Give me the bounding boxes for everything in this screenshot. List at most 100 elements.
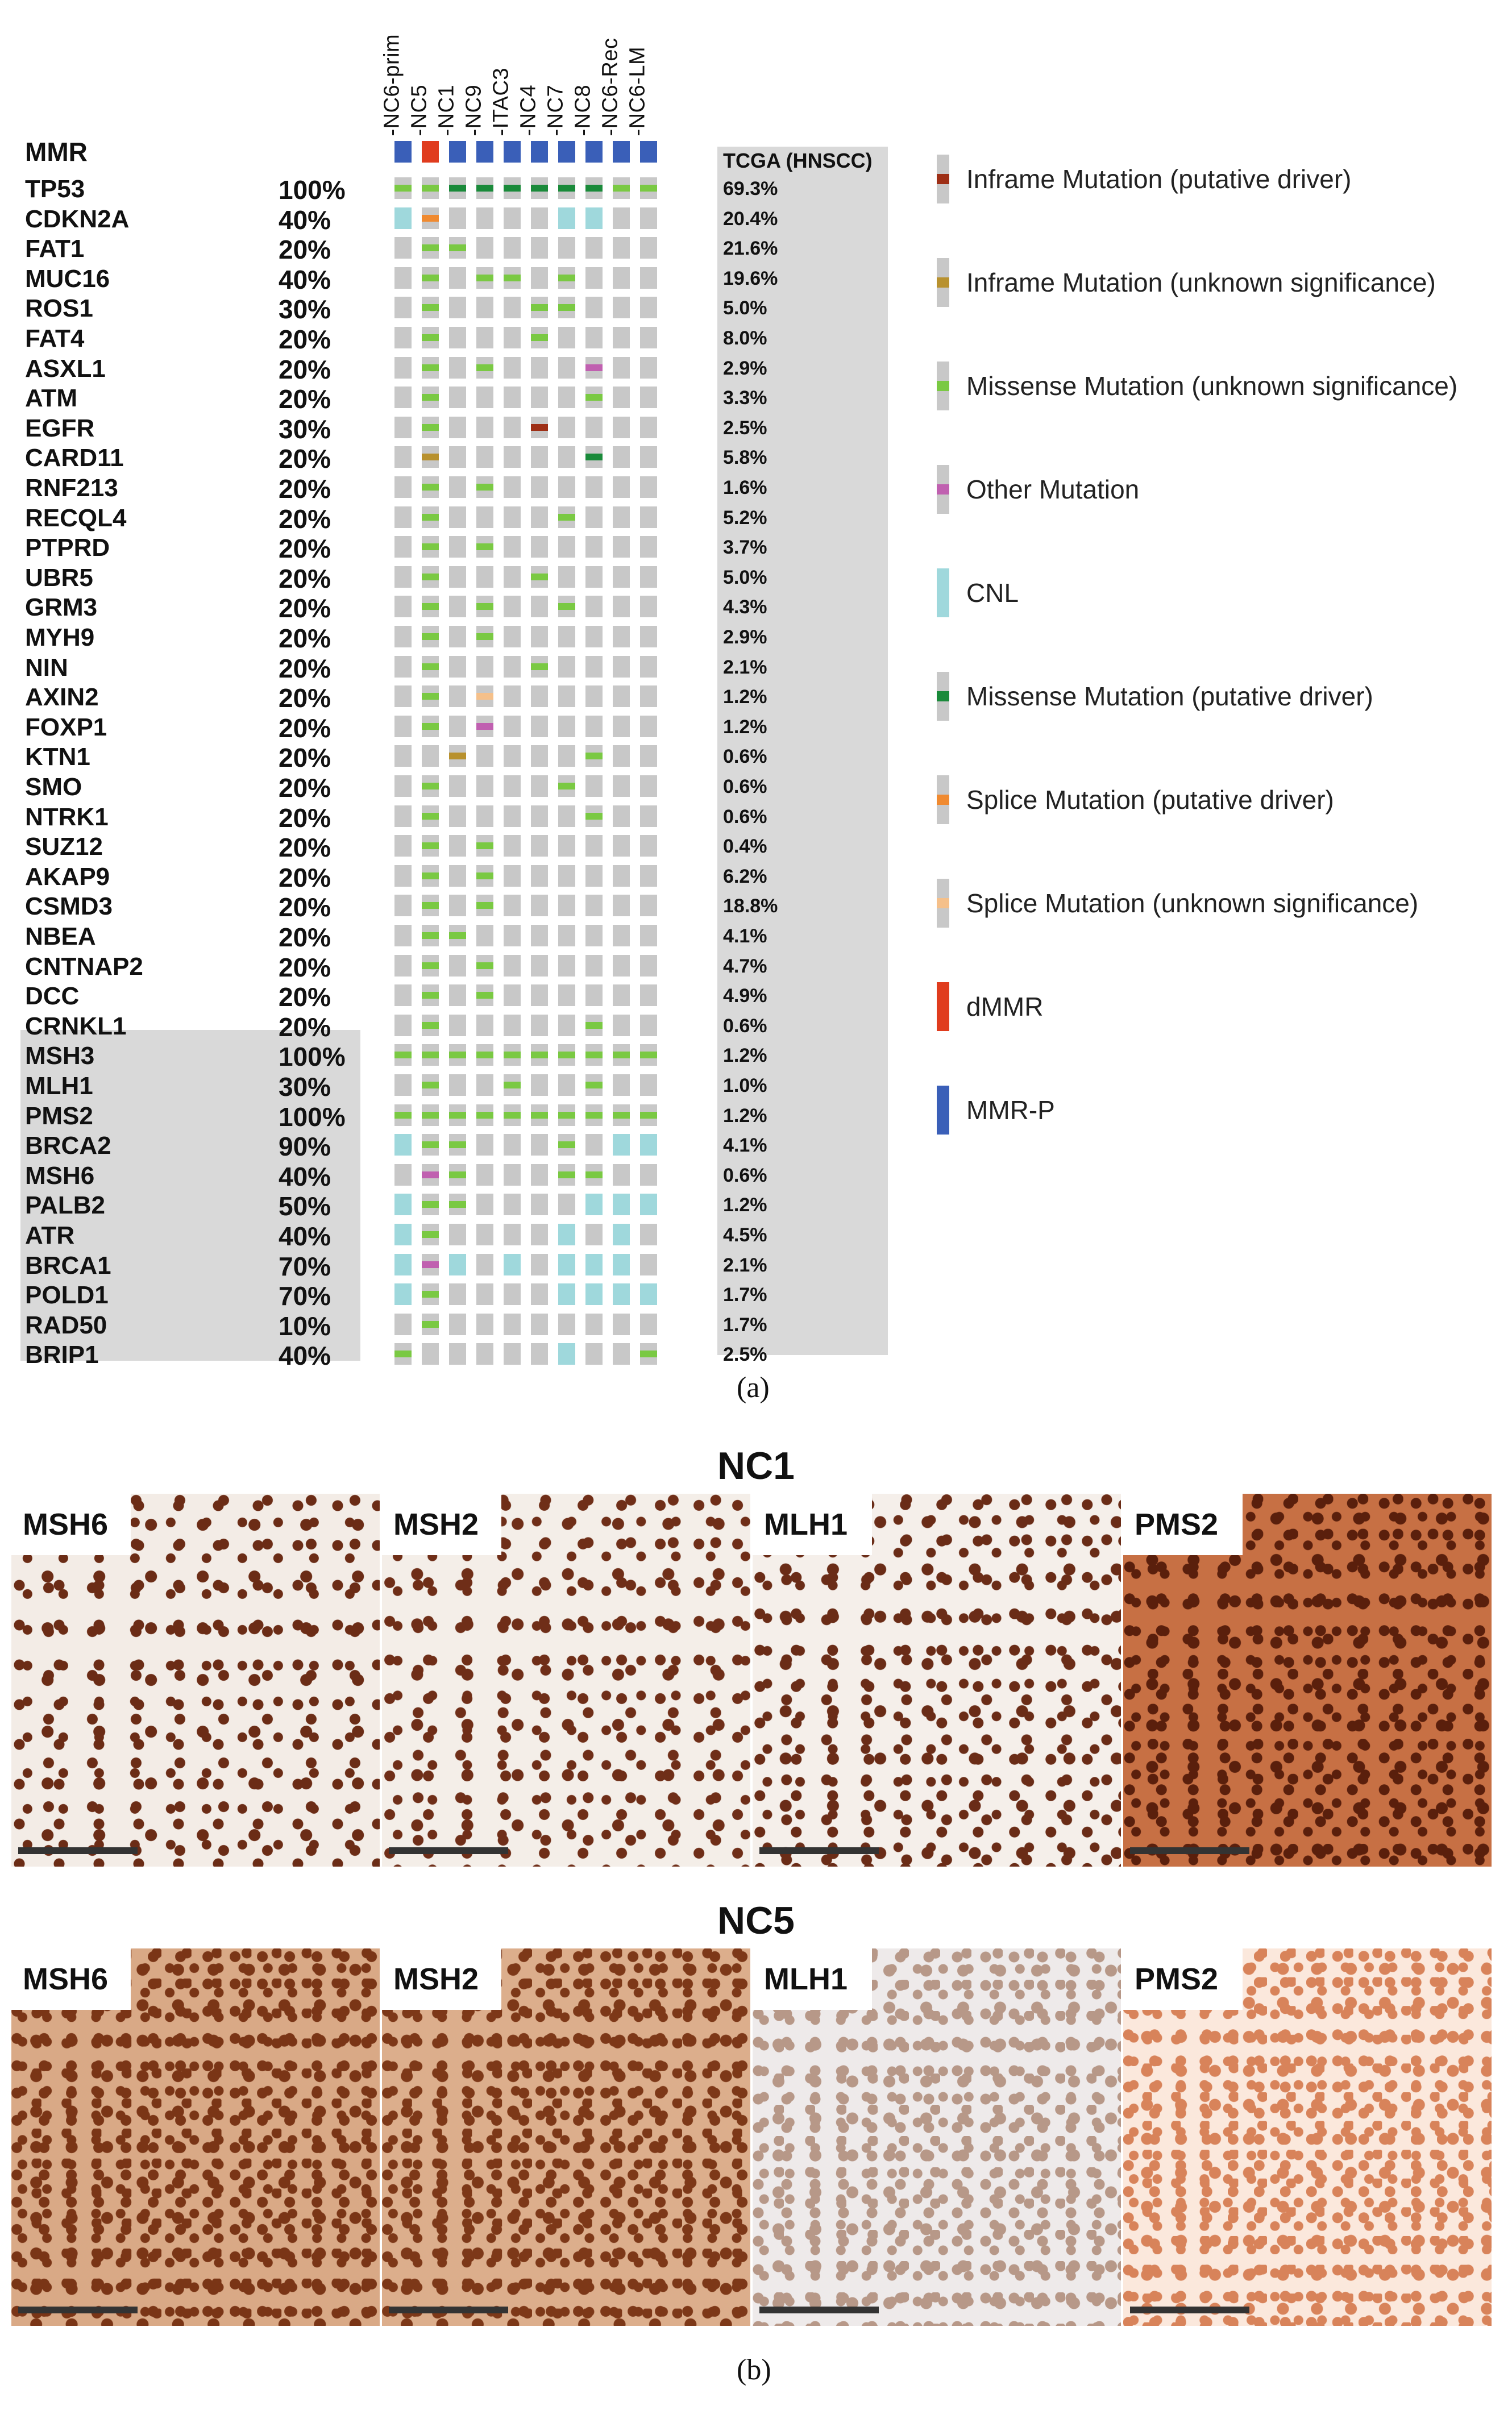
tcga-frequency: 21.6% (723, 238, 778, 260)
oncoprint-cell (613, 506, 630, 528)
oncoprint-cell (504, 267, 521, 289)
tcga-header: TCGA (HNSCC) (723, 149, 873, 172)
tcga-frequency: 1.7% (723, 1284, 767, 1306)
frequency-label: 20% (279, 563, 331, 593)
gene-label: AXIN2 (25, 683, 99, 712)
sample-label: -NC6-prim (380, 34, 404, 136)
oncoprint-cell (504, 327, 521, 348)
mutation-mark (585, 454, 603, 461)
mutation-mark (476, 693, 493, 700)
legend-swatch (937, 465, 949, 514)
mutation-mark (531, 304, 548, 311)
oncoprint-cell (422, 685, 439, 708)
oncoprint-cell (476, 327, 493, 348)
oncoprint-cell (585, 835, 603, 857)
oncoprint-cell (504, 925, 521, 946)
legend-label: CNL (966, 578, 1019, 608)
mutation-mark (449, 244, 466, 252)
oncoprint-cell (531, 237, 548, 259)
oncoprint-cell (585, 865, 603, 887)
oncoprint-cell (640, 1283, 657, 1306)
gene-label: NIN (25, 653, 68, 682)
sample-label: -NC5 (407, 84, 431, 136)
frequency-label: 20% (279, 384, 331, 414)
oncoprint-cell (585, 1104, 603, 1126)
oncoprint-cell (422, 1253, 439, 1275)
mutation-mark (585, 1111, 603, 1119)
oncoprint-cell (394, 895, 412, 917)
oncoprint-cell (394, 715, 412, 737)
oncoprint-cell (613, 626, 630, 647)
mutation-mark (585, 364, 603, 371)
tcga-frequency: 0.6% (723, 1164, 767, 1186)
sample-label: -ITAC3 (489, 67, 513, 136)
oncoprint-cell (476, 596, 493, 618)
oncoprint-cell (394, 925, 412, 946)
oncoprint-cell (504, 745, 521, 767)
tcga-frequency: 1.2% (723, 1194, 767, 1216)
tcga-frequency: 1.2% (723, 686, 767, 708)
frequency-label: 100% (279, 175, 346, 205)
frequency-label: 20% (279, 534, 331, 564)
oncoprint-cell (640, 925, 657, 946)
oncoprint-cell (613, 1313, 630, 1335)
oncoprint-cell (585, 327, 603, 348)
mutation-mark (558, 1052, 575, 1059)
mutation-mark (558, 185, 575, 192)
tcga-frequency: 0.4% (723, 836, 767, 858)
mutation-mark (422, 1141, 439, 1149)
oncoprint-cell (613, 446, 630, 468)
oncoprint-cell (394, 984, 412, 1007)
oncoprint-cell (531, 297, 548, 319)
frequency-label: 20% (279, 952, 331, 982)
oncoprint-cell (531, 685, 548, 708)
mutation-mark (394, 1111, 412, 1119)
frequency-label: 70% (279, 1251, 331, 1281)
oncoprint-cell (504, 1104, 521, 1126)
mutation-mark (476, 902, 493, 909)
oncoprint-cell (394, 506, 412, 528)
mmr-cell-mmrp (531, 141, 548, 163)
oncoprint-cell (558, 1194, 575, 1216)
oncoprint-cell (531, 835, 548, 857)
sample-label: -NC7 (543, 84, 568, 136)
mutation-mark (422, 1231, 439, 1238)
oncoprint-cell (640, 476, 657, 498)
oncoprint-cell (449, 1224, 466, 1245)
oncoprint-cell (531, 1134, 548, 1156)
mutation-mark (422, 1320, 439, 1328)
gene-label: SMO (25, 773, 82, 801)
oncoprint-cell (558, 207, 575, 229)
oncoprint-cell (504, 805, 521, 827)
mutation-mark (558, 304, 575, 311)
mutation-mark (422, 454, 439, 461)
oncoprint-cell (640, 626, 657, 647)
frequency-label: 30% (279, 414, 331, 444)
caption-a: (a) (737, 1372, 770, 1404)
oncoprint-cell (531, 1224, 548, 1245)
gene-label: ATR (25, 1221, 75, 1249)
mutation-mark (422, 185, 439, 192)
mutation-mark (558, 274, 575, 281)
oncoprint-cell (422, 1313, 439, 1335)
oncoprint-cell (640, 1164, 657, 1186)
frequency-label: 20% (279, 354, 331, 384)
oncoprint-cell (449, 1014, 466, 1036)
tcga-frequency: 20.4% (723, 207, 778, 230)
oncoprint-cell (585, 267, 603, 289)
mutation-mark (449, 1171, 466, 1178)
mutation-mark (422, 663, 439, 670)
tcga-frequency: 1.0% (723, 1075, 767, 1096)
mutation-mark (422, 1201, 439, 1208)
oncoprint-cell (640, 387, 657, 409)
oncoprint-cell (504, 835, 521, 857)
oncoprint-cell (613, 536, 630, 558)
oncoprint-cell (531, 1044, 548, 1066)
oncoprint-cell (558, 1104, 575, 1126)
oncoprint-cell (449, 805, 466, 827)
gene-label: PMS2 (25, 1102, 93, 1130)
oncoprint-cell (422, 805, 439, 827)
mutation-mark (640, 1351, 657, 1358)
oncoprint-cell (558, 506, 575, 528)
oncoprint-cell (394, 954, 412, 977)
